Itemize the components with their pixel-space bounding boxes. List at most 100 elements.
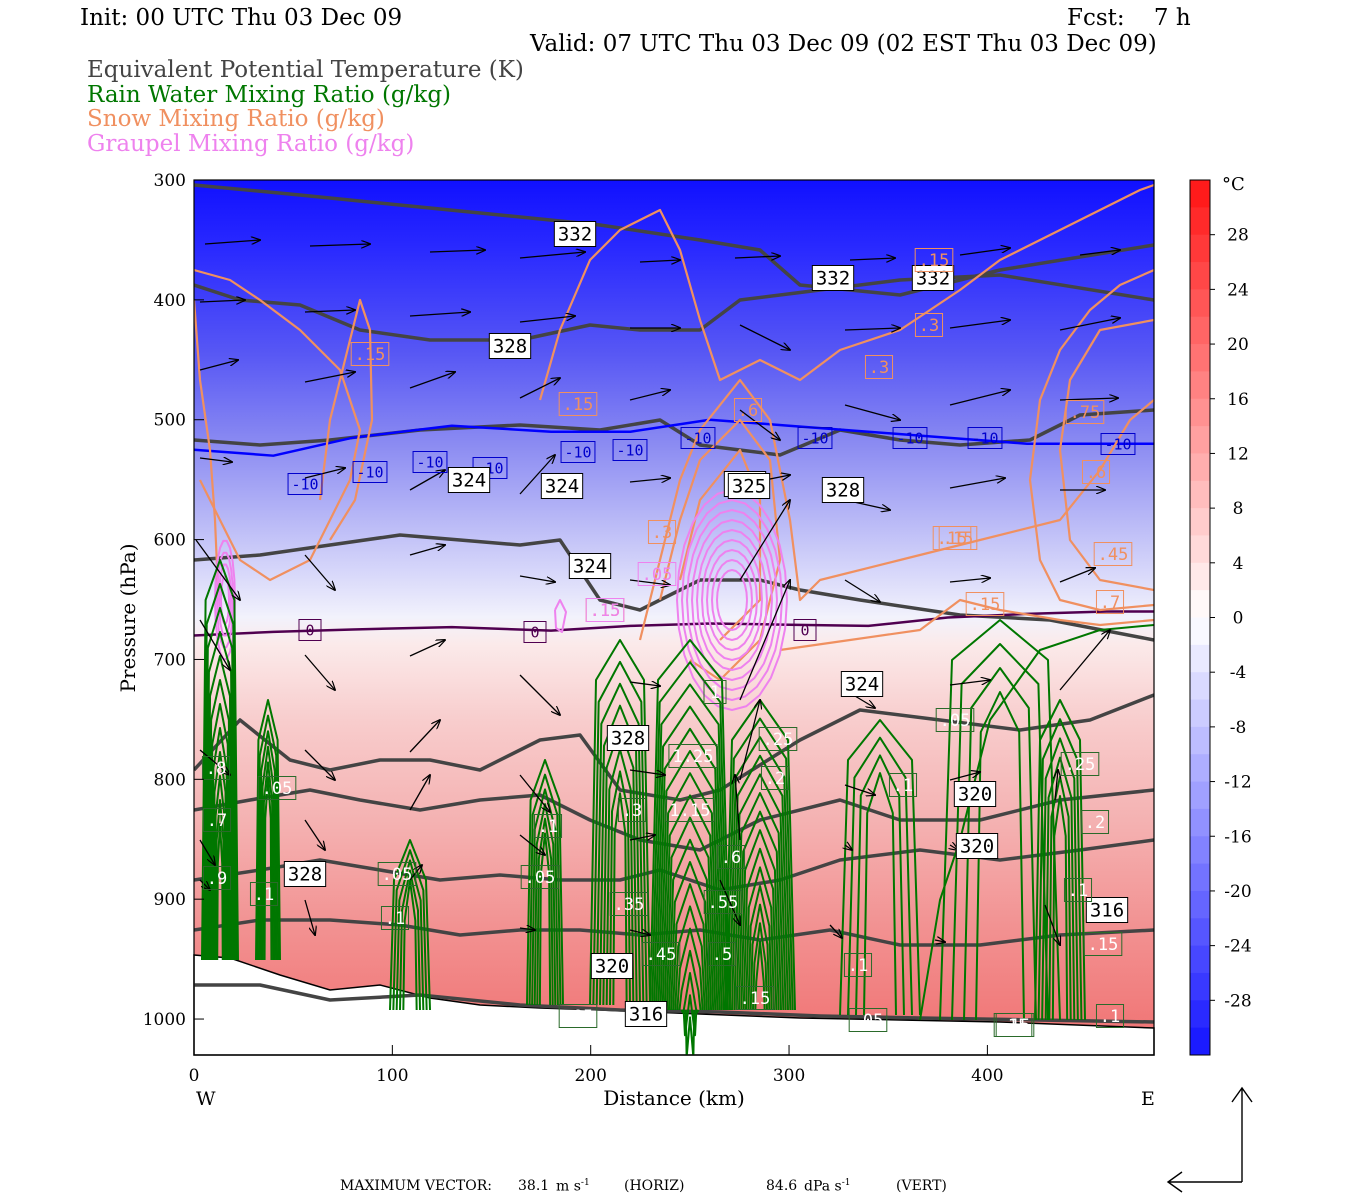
svg-text:324: 324 <box>573 556 607 578</box>
rain-label: .15 <box>1083 932 1123 956</box>
isotherm-label-zero: 0 <box>523 621 547 643</box>
rain-label: .8 <box>201 756 231 780</box>
wind-vector <box>719 879 740 925</box>
legend-rain: Rain Water Mixing Ratio (g/kg) <box>87 82 452 108</box>
svg-text:.05: .05 <box>563 1007 594 1027</box>
wind-vector <box>519 455 555 495</box>
wind-vector <box>629 478 670 482</box>
rain-contour <box>214 799 226 961</box>
wind-vector <box>519 774 550 812</box>
rain-label: .1 <box>533 814 563 838</box>
colorbar-swatch <box>1190 781 1210 810</box>
rain-contour <box>747 885 773 1011</box>
rain-contour <box>749 903 771 1011</box>
rain-contour <box>258 730 278 961</box>
rain-label: .25 <box>758 727 798 751</box>
theta-e-label: 328 <box>283 861 327 887</box>
snow-label: .6 <box>733 398 763 422</box>
reference-vector <box>1166 1086 1253 1193</box>
isotherm-label-minus10: -10 <box>612 439 648 461</box>
graupel-contour <box>716 569 748 631</box>
colorbar-swatch <box>1190 535 1210 564</box>
rain-contour <box>399 869 421 1011</box>
max-vector-horiz-value: 38.1 <box>518 1178 550 1194</box>
colorbar-swatch <box>1190 890 1210 919</box>
colorbar-tick-label: 8 <box>1233 499 1244 519</box>
wind-vector <box>739 700 760 781</box>
wind-vector <box>304 554 335 590</box>
colorbar-swatch <box>1190 480 1210 509</box>
wind-vector <box>949 390 1010 406</box>
theta-e-contour <box>194 273 1154 342</box>
isotherm-label-minus10: -10 <box>352 461 388 483</box>
wind-vector <box>519 674 560 715</box>
colorbar-tick-label: 24 <box>1227 280 1249 300</box>
isotherm-label-zero: 0 <box>793 619 817 641</box>
graupel-contour <box>696 529 768 671</box>
rain-contour <box>203 607 237 961</box>
colorbar-tick-label: -4 <box>1230 663 1247 683</box>
colorbar-tick-label: 12 <box>1227 444 1249 464</box>
rain-contour <box>672 883 708 1011</box>
theta-e-label: 324 <box>540 473 584 499</box>
legend-theta-e: Equivalent Potential Temperature (K) <box>87 57 524 83</box>
rain-label: .45 <box>641 942 681 966</box>
theta-e-contour <box>194 533 1154 642</box>
wind-vector <box>199 300 245 302</box>
x-tick-label: 100 <box>376 1066 408 1086</box>
svg-text:.1: .1 <box>538 817 558 837</box>
rain-contour <box>733 773 787 1011</box>
rain-contour <box>216 823 224 961</box>
rain-contour <box>963 667 1037 1021</box>
colorbar-swatch <box>1190 972 1210 1001</box>
rain-contour <box>538 832 552 1006</box>
colorbar: 28 24 20 16 12 8 4 0 -4 -8 -12 -16 -20 -24 -28 <box>1189 179 1252 1056</box>
wind-vector <box>304 468 345 479</box>
svg-text:-10: -10 <box>896 429 923 447</box>
wind-vector <box>429 250 485 252</box>
y-tick-label: 600 <box>154 531 186 551</box>
snow-label: .3 <box>914 313 944 337</box>
legend-snow: Snow Mixing Ratio (g/kg) <box>87 106 385 132</box>
wind-vector <box>304 819 325 850</box>
wind-vector <box>409 640 445 657</box>
isotherm-label-minus10: -10 <box>412 451 448 473</box>
rain-contour <box>1041 737 1079 1021</box>
rain-label: .1 <box>1095 1004 1125 1028</box>
wind-vector <box>1055 770 1058 801</box>
svg-text:.3: .3 <box>919 316 939 336</box>
wind-vector <box>844 404 900 420</box>
rain-contour <box>599 704 641 1006</box>
svg-text:.25: .25 <box>763 730 794 750</box>
rain-contour <box>665 816 715 1011</box>
rain-contour <box>653 683 727 1011</box>
svg-text:0: 0 <box>305 621 314 639</box>
rain-contour <box>389 839 431 1011</box>
colorbar-swatch <box>1190 371 1210 400</box>
graupel-contour <box>216 551 234 649</box>
rain-contour <box>663 794 717 1011</box>
svg-text:.15: .15 <box>1000 1016 1031 1036</box>
theta-e-label: 324 <box>840 671 884 697</box>
colorbar-swatch <box>1190 726 1210 755</box>
svg-text:.1: .1 <box>893 776 913 796</box>
rain-label: .3 <box>617 798 647 822</box>
graupel-contour <box>711 559 753 641</box>
rain-label: .1 <box>888 773 918 797</box>
rain-label: 1.25 <box>668 744 718 768</box>
svg-text:-10: -10 <box>291 475 318 493</box>
snow-label: .3 <box>864 355 894 379</box>
wind-vector <box>849 258 895 260</box>
svg-text:.05: .05 <box>525 868 556 888</box>
y-tick-label: 300 <box>154 171 186 191</box>
x-end-label-east: E <box>1141 1088 1155 1110</box>
rain-contour <box>682 994 698 1037</box>
x-end-label-west: W <box>196 1088 216 1110</box>
isotherm-minus10 <box>194 418 1154 457</box>
colorbar-tick-label: -28 <box>1224 991 1251 1011</box>
svg-text:316: 316 <box>629 1004 663 1026</box>
rain-label: .6 <box>716 845 746 869</box>
rain-contour <box>526 759 564 1006</box>
graupel-contour <box>691 519 773 681</box>
snow-label: .15 <box>938 526 978 550</box>
